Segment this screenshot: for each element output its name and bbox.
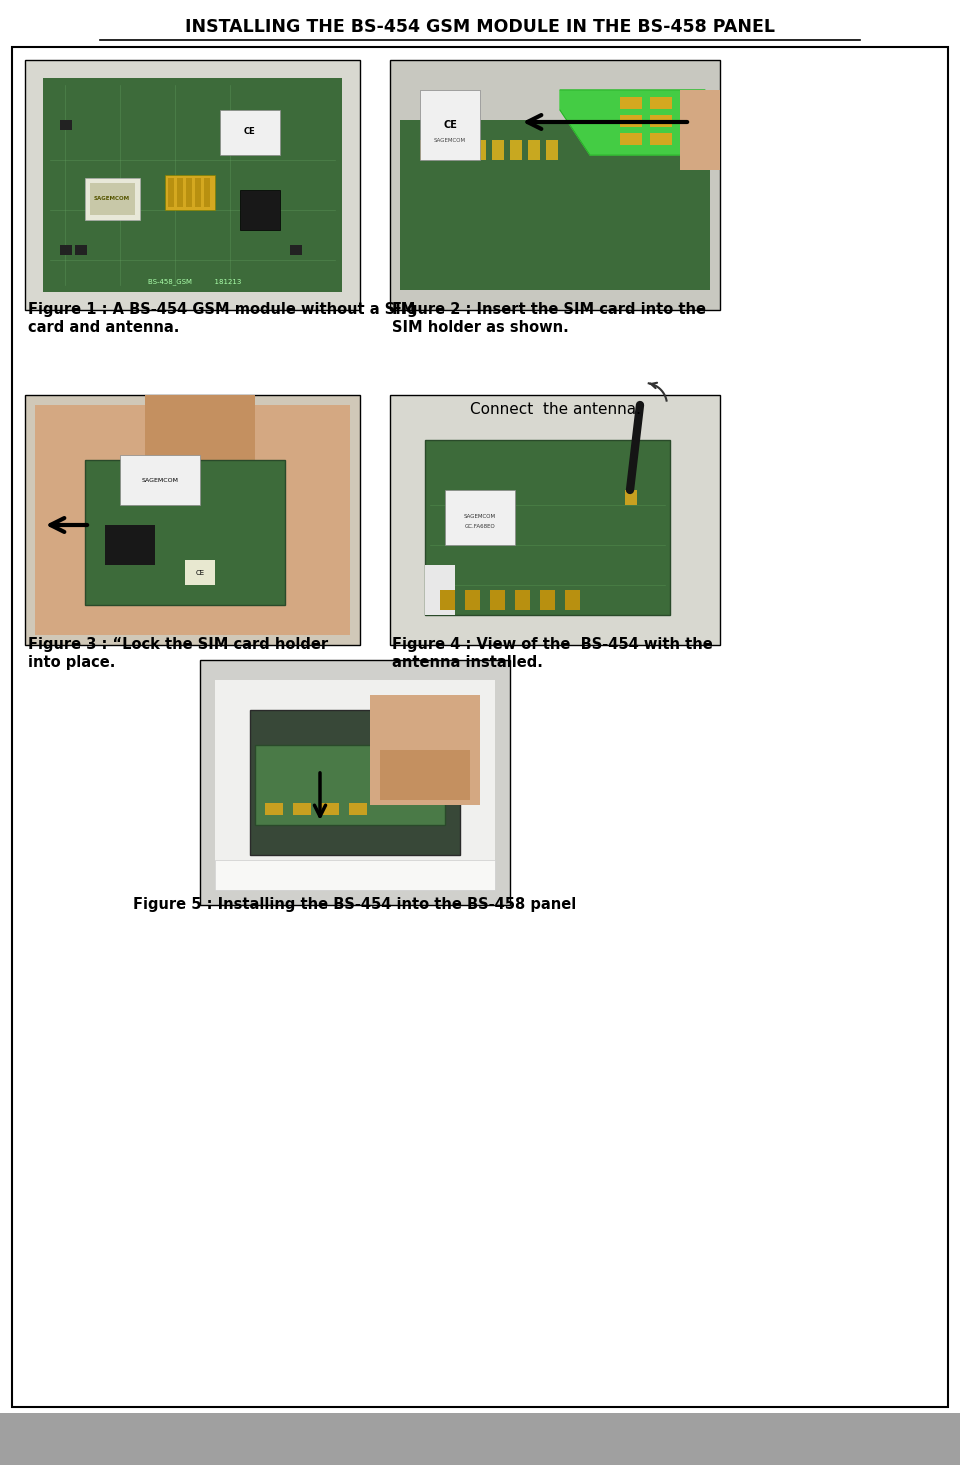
- Bar: [25, 396, 360, 645]
- Bar: [165, 174, 215, 209]
- Bar: [293, 803, 311, 815]
- Bar: [620, 97, 642, 108]
- Bar: [565, 590, 580, 609]
- Text: CE: CE: [444, 120, 457, 130]
- Text: Connect  the antenna.: Connect the antenna.: [469, 403, 640, 418]
- Text: SAGEMCOM: SAGEMCOM: [434, 138, 466, 142]
- Bar: [490, 590, 505, 609]
- Bar: [650, 97, 672, 108]
- Bar: [195, 179, 201, 207]
- Bar: [440, 590, 455, 609]
- Bar: [425, 440, 670, 615]
- Text: Figure 3 : “Lock the SIM card holder: Figure 3 : “Lock the SIM card holder: [28, 637, 328, 652]
- Bar: [60, 120, 72, 130]
- Bar: [515, 590, 530, 609]
- Bar: [90, 183, 135, 215]
- Text: Figure 4 : View of the  BS-454 with the: Figure 4 : View of the BS-454 with the: [392, 637, 712, 652]
- Text: BS-458_GSM          181213: BS-458_GSM 181213: [148, 278, 242, 286]
- Bar: [400, 120, 710, 290]
- Text: Figure 5 : Installing the BS-454 into the BS-458 panel: Figure 5 : Installing the BS-454 into th…: [133, 897, 577, 913]
- Bar: [546, 141, 558, 160]
- Text: SIM holder as shown.: SIM holder as shown.: [392, 319, 568, 335]
- Bar: [465, 590, 480, 609]
- Bar: [680, 89, 720, 170]
- Bar: [510, 141, 522, 160]
- Bar: [420, 141, 432, 160]
- Bar: [255, 746, 445, 825]
- Text: CE: CE: [244, 127, 256, 136]
- Bar: [177, 179, 183, 207]
- Bar: [0, 1414, 960, 1465]
- Bar: [456, 141, 468, 160]
- Bar: [25, 60, 360, 311]
- Text: SAGEMCOM: SAGEMCOM: [94, 196, 130, 202]
- Bar: [528, 141, 540, 160]
- Text: INSTALLING THE BS-454 GSM MODULE IN THE BS-458 PANEL: INSTALLING THE BS-454 GSM MODULE IN THE …: [185, 18, 775, 37]
- Bar: [474, 141, 486, 160]
- Bar: [85, 179, 140, 220]
- Polygon shape: [560, 89, 705, 155]
- Bar: [120, 456, 200, 505]
- Text: CE: CE: [196, 570, 204, 576]
- Bar: [650, 114, 672, 127]
- Bar: [650, 133, 672, 145]
- Bar: [105, 524, 155, 565]
- Bar: [620, 114, 642, 127]
- Bar: [220, 110, 280, 155]
- Text: antenna installed.: antenna installed.: [392, 655, 542, 670]
- Bar: [250, 711, 460, 856]
- Bar: [145, 396, 255, 485]
- Text: SAGEMCOM: SAGEMCOM: [141, 478, 179, 482]
- Bar: [290, 245, 302, 255]
- Bar: [240, 190, 280, 230]
- Text: Page 4 from 4: Page 4 from 4: [15, 1431, 117, 1446]
- Bar: [390, 396, 720, 645]
- Bar: [215, 860, 495, 891]
- Bar: [43, 78, 342, 292]
- Bar: [425, 565, 455, 615]
- Bar: [540, 590, 555, 609]
- Bar: [625, 489, 637, 505]
- Bar: [420, 89, 480, 160]
- Bar: [215, 680, 495, 891]
- Bar: [35, 404, 350, 634]
- Bar: [186, 179, 192, 207]
- Bar: [620, 133, 642, 145]
- Text: Figure 1 : A BS-454 GSM module without a SIM: Figure 1 : A BS-454 GSM module without a…: [28, 302, 416, 316]
- Bar: [75, 245, 87, 255]
- Bar: [380, 750, 470, 800]
- Text: GC.FA68EO: GC.FA68EO: [465, 524, 495, 529]
- Bar: [85, 460, 285, 605]
- Text: Figure 2 : Insert the SIM card into the: Figure 2 : Insert the SIM card into the: [392, 302, 706, 316]
- Bar: [445, 489, 515, 545]
- Bar: [390, 60, 720, 311]
- Bar: [60, 245, 72, 255]
- Text: SAGEMCOM: SAGEMCOM: [464, 514, 496, 520]
- Bar: [370, 694, 480, 804]
- Bar: [349, 803, 367, 815]
- Text: into place.: into place.: [28, 655, 115, 670]
- Bar: [321, 803, 339, 815]
- Bar: [265, 803, 283, 815]
- Bar: [168, 179, 174, 207]
- Bar: [185, 560, 215, 585]
- Text: 921454000_09_001: 921454000_09_001: [800, 1431, 945, 1447]
- Bar: [492, 141, 504, 160]
- Bar: [200, 661, 510, 905]
- Bar: [204, 179, 210, 207]
- Text: card and antenna.: card and antenna.: [28, 319, 180, 335]
- Bar: [438, 141, 450, 160]
